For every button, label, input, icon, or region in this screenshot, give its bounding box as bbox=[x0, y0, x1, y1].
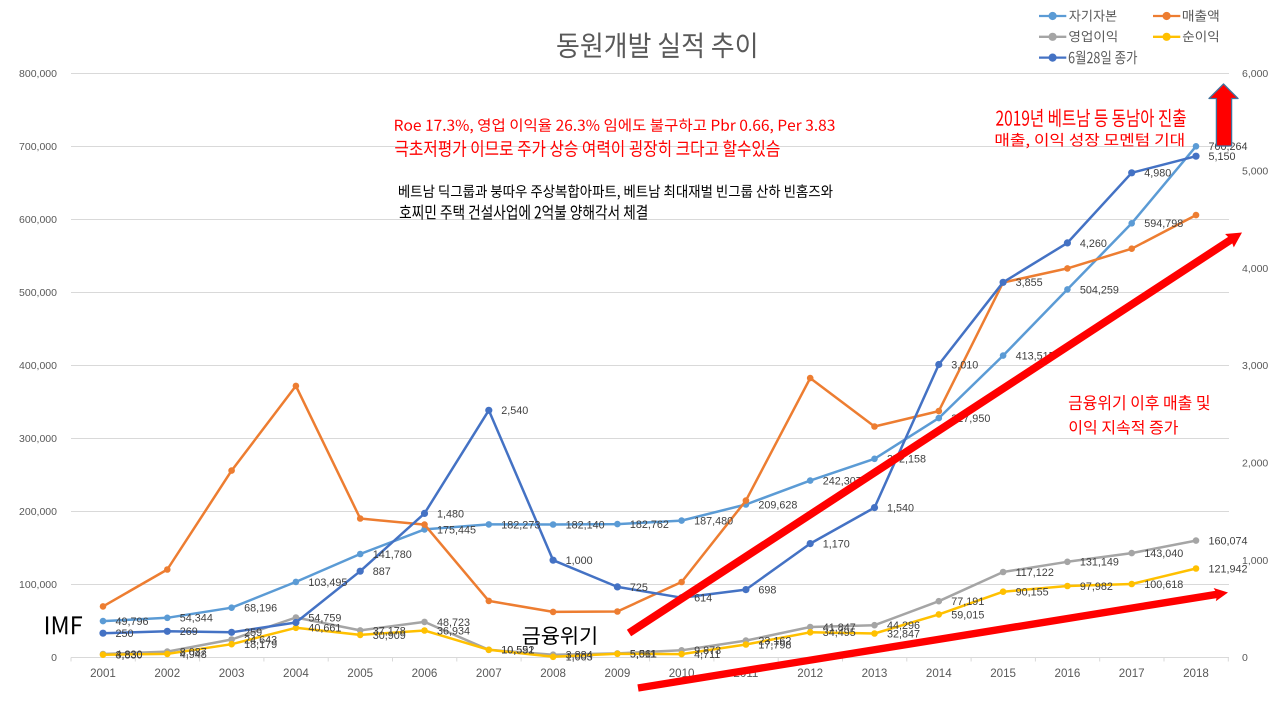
svg-text:4,260: 4,260 bbox=[1080, 238, 1107, 250]
svg-text:37,178: 37,178 bbox=[373, 625, 406, 637]
svg-text:10,552: 10,552 bbox=[501, 645, 534, 657]
svg-text:2001: 2001 bbox=[90, 667, 116, 680]
svg-text:143,040: 143,040 bbox=[1144, 548, 1183, 560]
svg-text:121,942: 121,942 bbox=[1209, 563, 1248, 575]
svg-text:2002: 2002 bbox=[154, 667, 180, 680]
svg-text:0: 0 bbox=[1242, 652, 1248, 664]
svg-text:2004: 2004 bbox=[283, 667, 309, 680]
svg-text:3,855: 3,855 bbox=[1016, 277, 1043, 289]
svg-text:2003: 2003 bbox=[219, 667, 245, 680]
svg-text:4,830: 4,830 bbox=[116, 649, 143, 661]
svg-text:2018: 2018 bbox=[1183, 667, 1209, 680]
svg-text:2017: 2017 bbox=[1119, 667, 1145, 680]
svg-text:2007: 2007 bbox=[476, 667, 502, 680]
svg-text:34,495: 34,495 bbox=[823, 627, 856, 639]
svg-text:2005: 2005 bbox=[347, 667, 373, 680]
svg-text:54,344: 54,344 bbox=[180, 613, 213, 625]
svg-text:1,000: 1,000 bbox=[566, 555, 593, 567]
svg-text:103,495: 103,495 bbox=[308, 577, 347, 589]
svg-text:400,000: 400,000 bbox=[19, 360, 57, 372]
svg-text:32,847: 32,847 bbox=[887, 628, 920, 640]
svg-text:4,948: 4,948 bbox=[180, 649, 207, 661]
svg-text:3,000: 3,000 bbox=[1242, 360, 1268, 372]
svg-text:209,628: 209,628 bbox=[758, 499, 797, 511]
svg-text:500,000: 500,000 bbox=[19, 287, 57, 299]
svg-text:3,884: 3,884 bbox=[566, 650, 593, 662]
svg-text:2,000: 2,000 bbox=[1242, 458, 1268, 470]
svg-text:182,140: 182,140 bbox=[566, 519, 605, 531]
svg-text:725: 725 bbox=[630, 582, 648, 594]
svg-text:97,982: 97,982 bbox=[1080, 581, 1113, 593]
svg-text:90,155: 90,155 bbox=[1016, 587, 1049, 599]
svg-text:600,000: 600,000 bbox=[19, 214, 57, 226]
svg-text:800,000: 800,000 bbox=[19, 68, 57, 80]
svg-text:1,003: 1,003 bbox=[566, 652, 593, 664]
svg-text:614: 614 bbox=[694, 593, 712, 605]
svg-text:2012: 2012 bbox=[797, 667, 823, 680]
svg-text:59,015: 59,015 bbox=[951, 609, 984, 621]
svg-text:2014: 2014 bbox=[926, 667, 952, 680]
svg-text:49,796: 49,796 bbox=[116, 616, 149, 628]
svg-text:887: 887 bbox=[373, 566, 391, 578]
svg-text:5,150: 5,150 bbox=[1209, 151, 1236, 163]
svg-text:117,122: 117,122 bbox=[1016, 567, 1054, 579]
svg-text:250: 250 bbox=[116, 628, 134, 640]
svg-text:100,618: 100,618 bbox=[1144, 579, 1183, 591]
svg-text:269: 269 bbox=[180, 626, 198, 638]
svg-text:36,934: 36,934 bbox=[437, 625, 470, 637]
svg-text:0: 0 bbox=[51, 652, 57, 664]
svg-text:175,445: 175,445 bbox=[437, 524, 476, 536]
svg-text:18,179: 18,179 bbox=[244, 639, 277, 651]
svg-text:2006: 2006 bbox=[412, 667, 438, 680]
svg-text:6,000: 6,000 bbox=[1242, 68, 1268, 80]
svg-text:5,000: 5,000 bbox=[1242, 166, 1268, 178]
svg-text:8,087: 8,087 bbox=[180, 647, 207, 659]
svg-text:2016: 2016 bbox=[1055, 667, 1081, 680]
svg-text:10,591: 10,591 bbox=[501, 645, 534, 657]
svg-text:23,162: 23,162 bbox=[758, 636, 791, 648]
svg-text:700,000: 700,000 bbox=[19, 141, 57, 153]
svg-text:5,011: 5,011 bbox=[630, 649, 656, 661]
svg-text:77,191: 77,191 bbox=[951, 596, 984, 608]
svg-text:9,873: 9,873 bbox=[694, 645, 721, 657]
svg-text:2015: 2015 bbox=[990, 667, 1016, 680]
svg-text:1,480: 1,480 bbox=[437, 508, 464, 520]
svg-text:5,561: 5,561 bbox=[630, 648, 657, 660]
svg-text:504,259: 504,259 bbox=[1080, 284, 1119, 296]
svg-text:2008: 2008 bbox=[540, 667, 566, 680]
svg-text:24,643: 24,643 bbox=[244, 634, 277, 646]
svg-text:187,480: 187,480 bbox=[694, 516, 733, 528]
svg-text:160,074: 160,074 bbox=[1209, 536, 1248, 548]
svg-text:182,762: 182,762 bbox=[630, 519, 669, 531]
svg-text:4,000: 4,000 bbox=[1242, 263, 1268, 275]
svg-text:2009: 2009 bbox=[605, 667, 631, 680]
svg-text:1,170: 1,170 bbox=[823, 539, 850, 551]
svg-text:4,711: 4,711 bbox=[694, 649, 720, 661]
svg-text:100,000: 100,000 bbox=[19, 579, 57, 591]
svg-text:40,661: 40,661 bbox=[308, 623, 341, 635]
svg-text:2013: 2013 bbox=[862, 667, 888, 680]
svg-text:300,000: 300,000 bbox=[19, 433, 57, 445]
svg-text:594,798: 594,798 bbox=[1144, 218, 1183, 230]
svg-text:131,149: 131,149 bbox=[1080, 557, 1119, 569]
svg-text:4,980: 4,980 bbox=[1144, 168, 1171, 180]
svg-text:698: 698 bbox=[758, 585, 776, 597]
svg-text:1,540: 1,540 bbox=[887, 503, 914, 515]
svg-text:48,723: 48,723 bbox=[437, 617, 470, 629]
svg-text:182,273: 182,273 bbox=[501, 519, 540, 531]
svg-text:259: 259 bbox=[244, 627, 262, 639]
svg-text:68,196: 68,196 bbox=[244, 603, 277, 615]
svg-text:41,847: 41,847 bbox=[823, 622, 856, 634]
svg-text:200,000: 200,000 bbox=[19, 506, 57, 518]
svg-text:3,010: 3,010 bbox=[951, 359, 978, 371]
svg-text:54,759: 54,759 bbox=[308, 612, 341, 624]
svg-text:2,540: 2,540 bbox=[501, 405, 528, 417]
svg-text:44,296: 44,296 bbox=[887, 620, 920, 632]
svg-text:141,780: 141,780 bbox=[373, 549, 412, 561]
svg-text:17,798: 17,798 bbox=[758, 639, 791, 651]
svg-text:1,000: 1,000 bbox=[1242, 555, 1268, 567]
svg-text:3,830: 3,830 bbox=[116, 650, 143, 662]
svg-text:30,909: 30,909 bbox=[373, 630, 406, 642]
